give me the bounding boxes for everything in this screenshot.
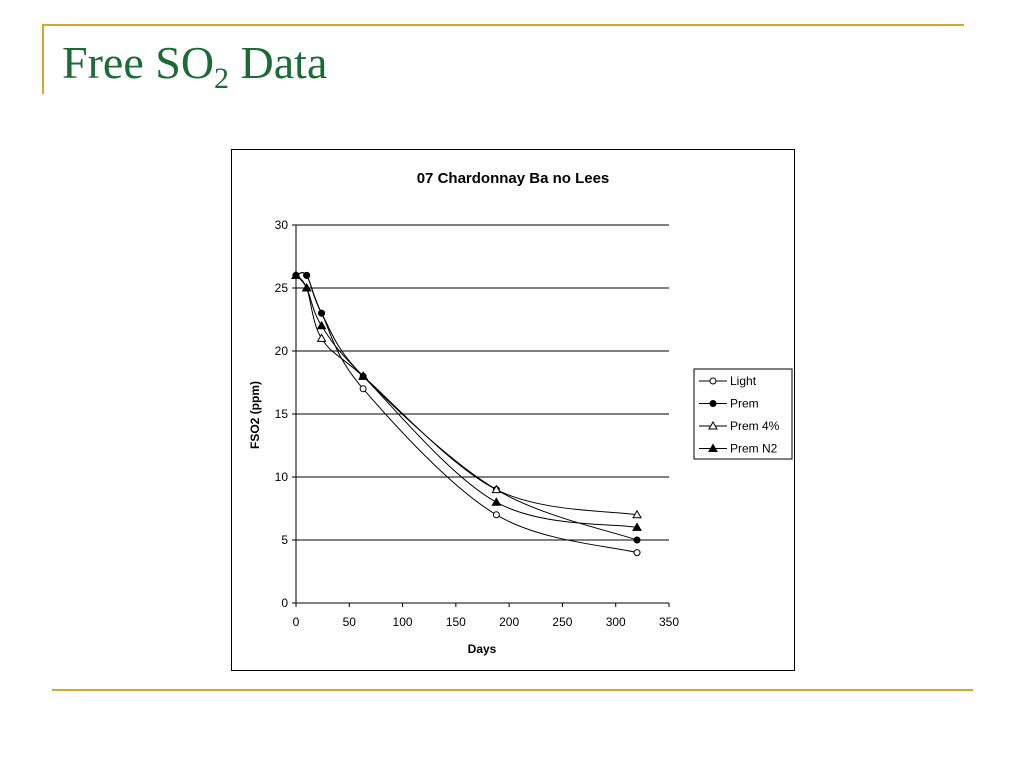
- x-tick-label: 100: [393, 615, 413, 629]
- data-point-prem-n2: [291, 270, 301, 279]
- legend-box: [693, 368, 793, 460]
- data-point-prem-n2: [358, 371, 369, 380]
- legend-marker-prem-4: [708, 420, 718, 430]
- y-tick-label: 5: [281, 533, 288, 547]
- data-point-prem-n2: [301, 282, 312, 292]
- x-tick-label: 150: [446, 615, 466, 629]
- y-tick-label: 15: [275, 407, 289, 421]
- slide-title: Free SO2 Data: [62, 40, 327, 94]
- data-point-light: [359, 385, 367, 393]
- series-line-prem: [295, 272, 638, 541]
- data-point-prem-n2: [632, 522, 642, 531]
- x-axis-label: Days: [468, 642, 497, 656]
- bottom-accent-rule: [52, 689, 973, 691]
- data-point-prem-4: [632, 509, 642, 519]
- legend-marker-prem: [709, 400, 717, 407]
- y-tick-label: 0: [281, 596, 288, 610]
- series-line-prem-n2: [295, 275, 638, 528]
- data-point-light: [633, 549, 641, 557]
- data-point-prem-4: [491, 484, 502, 494]
- legend-label-prem: Prem: [730, 397, 759, 411]
- data-point-prem: [318, 309, 326, 317]
- data-point-prem-n2: [491, 497, 502, 506]
- x-tick-label: 0: [293, 615, 300, 629]
- legend-label-prem-4: Prem 4%: [730, 419, 780, 433]
- x-tick-label: 200: [499, 615, 519, 629]
- y-tick-label: 30: [275, 218, 289, 232]
- chart-title: 07 Chardonnay Ba no Lees: [417, 170, 610, 187]
- series-line-prem-4: [295, 275, 638, 516]
- series-prem: [292, 271, 641, 544]
- x-tick-label: 50: [343, 615, 357, 629]
- legend-label-light: Light: [730, 374, 757, 388]
- data-point-prem: [633, 536, 641, 544]
- x-tick-label: 350: [659, 615, 679, 629]
- top-accent-rule: [42, 24, 964, 26]
- slide-title-subscript: 2: [214, 62, 230, 95]
- x-tick-label: 300: [606, 615, 626, 629]
- x-tick-label: 250: [552, 615, 572, 629]
- data-point-light: [492, 511, 500, 519]
- grid-layer: [296, 224, 669, 541]
- legend-marker-prem-n2: [708, 443, 718, 452]
- legend-label-prem-n2: Prem N2: [730, 442, 778, 456]
- y-tick-label: 20: [275, 344, 289, 358]
- data-point-prem-4: [316, 333, 327, 342]
- series-prem-n2: [291, 270, 642, 531]
- data-point-prem-n2: [316, 320, 327, 330]
- y-axis-label: FSO2 (ppm): [248, 381, 262, 449]
- series-layer: [291, 270, 642, 557]
- y-tick-label: 25: [275, 281, 289, 295]
- legend: Light Prem Prem 4% Prem N2: [693, 368, 793, 460]
- y-tick-label: 10: [275, 470, 289, 484]
- chart-svg: 07 Chardonnay Ba no Lees Days FSO2 (ppm)…: [248, 170, 793, 656]
- slide-title-main: Free SO: [62, 37, 215, 88]
- slide-title-end: Data: [229, 37, 328, 88]
- legend-marker-light: [709, 377, 717, 385]
- data-point-prem: [303, 271, 311, 279]
- chart-frame: 07 Chardonnay Ba no Lees Days FSO2 (ppm)…: [231, 149, 795, 671]
- left-accent-rule: [42, 24, 44, 94]
